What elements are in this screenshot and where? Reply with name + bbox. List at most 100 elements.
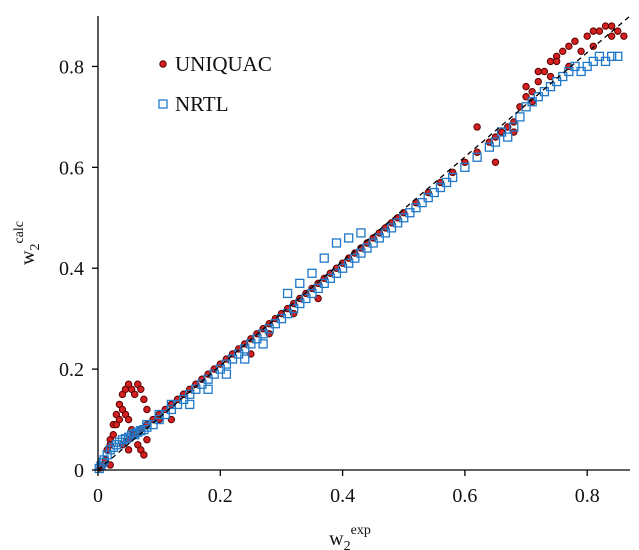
nrtl-point (545, 81, 556, 92)
uniquac-point (130, 390, 139, 399)
nrtl-point (484, 142, 495, 152)
x-tick-label: 0.6 (452, 485, 477, 507)
nrtl-point (185, 399, 195, 410)
nrtl-point (178, 394, 189, 405)
nrtl-point (368, 238, 378, 248)
nrtl-point (301, 293, 311, 304)
legend-nrtl-marker (158, 99, 168, 109)
nrtl-point (460, 162, 470, 172)
nrtl-point (417, 197, 427, 208)
y-tick-label: 0.8 (59, 56, 84, 78)
nrtl-point (258, 339, 268, 349)
nrtl-point (240, 354, 250, 364)
nrtl-point (472, 152, 482, 162)
nrtl-point (111, 440, 121, 450)
uniquac-point (522, 82, 530, 91)
nrtl-point (313, 283, 323, 294)
uniquac-point (473, 123, 481, 131)
x-tick-label: 0.2 (208, 485, 233, 507)
nrtl-point (515, 112, 525, 122)
nrtl-point (191, 384, 201, 394)
x-axis-title-base: w (329, 528, 344, 550)
nrtl-point (429, 187, 439, 198)
nrtl-point (139, 424, 149, 435)
uniquac-point (115, 415, 124, 424)
y-tick-label: 0.2 (59, 359, 84, 381)
nrtl-point (386, 223, 397, 233)
nrtl-point (588, 56, 598, 67)
nrtl-point (423, 192, 433, 203)
uniquac-point (534, 67, 542, 76)
uniquac-point (461, 158, 469, 166)
nrtl-point (539, 87, 550, 97)
legend-nrtl-label: NRTL (175, 92, 229, 116)
nrtl-point (356, 248, 366, 258)
uniquac-point (140, 395, 148, 404)
nrtl-point (289, 303, 299, 314)
uniquac-point (565, 42, 573, 50)
nrtl-point (344, 258, 354, 268)
x-tick-label: 0.4 (330, 485, 355, 507)
nrtl-point (503, 132, 513, 142)
x-axis-title-sub: 2 (344, 539, 351, 550)
uniquac-point (546, 57, 555, 66)
uniquac-point (124, 446, 133, 454)
nrtl-point (613, 51, 623, 62)
nrtl-point (105, 445, 115, 455)
nrtl-point (319, 253, 329, 263)
nrtl-point (307, 288, 317, 299)
uniquac-point (143, 436, 151, 444)
nrtl-point (533, 92, 543, 102)
nrtl-point (441, 177, 452, 188)
nrtl-point (331, 268, 342, 278)
uniquac-point (595, 27, 604, 35)
nrtl-point (405, 208, 415, 218)
nrtl-point (102, 450, 112, 460)
nrtl-point (582, 61, 592, 72)
nrtl-point (527, 97, 537, 107)
nrtl-point (380, 228, 391, 238)
y-tick-label: 0 (74, 460, 84, 482)
nrtl-point (392, 218, 403, 228)
nrtl-point (264, 324, 274, 334)
nrtl-point (325, 273, 336, 283)
uniquac-point (552, 57, 561, 66)
nrtl-point (344, 233, 354, 243)
uniquac-point (583, 32, 591, 40)
nrtl-point (166, 404, 177, 415)
uniquac-point (109, 430, 117, 439)
nrtl-point (148, 419, 158, 430)
nrtl-point (600, 56, 611, 67)
nrtl-point (594, 51, 605, 62)
uniquac-point (577, 47, 585, 56)
nrtl-point (411, 203, 421, 213)
nrtl-point (448, 172, 458, 183)
nrtl-point (295, 298, 305, 309)
nrtl-point (356, 228, 366, 238)
nrtl-point (282, 308, 293, 319)
nrtl-point (435, 182, 446, 193)
x-tick-label: 0 (93, 485, 103, 507)
uniquac-point (589, 27, 598, 35)
nrtl-point (203, 384, 213, 394)
y-axis-title-base: w (17, 250, 39, 265)
x-axis-title-sup: exp (351, 523, 371, 538)
uniquac-point (534, 77, 542, 86)
nrtl-point (496, 127, 507, 137)
nrtl-point (185, 389, 195, 399)
nrtl-point (276, 314, 287, 324)
nrtl-point (154, 414, 164, 425)
x-tick-label: 0.8 (575, 485, 600, 507)
nrtl-point (509, 122, 519, 132)
uniquac-point (124, 415, 133, 424)
nrtl-point (221, 369, 232, 379)
uniquac-point (607, 32, 616, 40)
nrtl-point (99, 455, 109, 465)
nrtl-point (108, 442, 118, 452)
nrtl-point (270, 319, 280, 329)
uniquac-point (491, 158, 500, 166)
uniquac-point (614, 27, 622, 35)
nrtl-point (607, 51, 617, 62)
